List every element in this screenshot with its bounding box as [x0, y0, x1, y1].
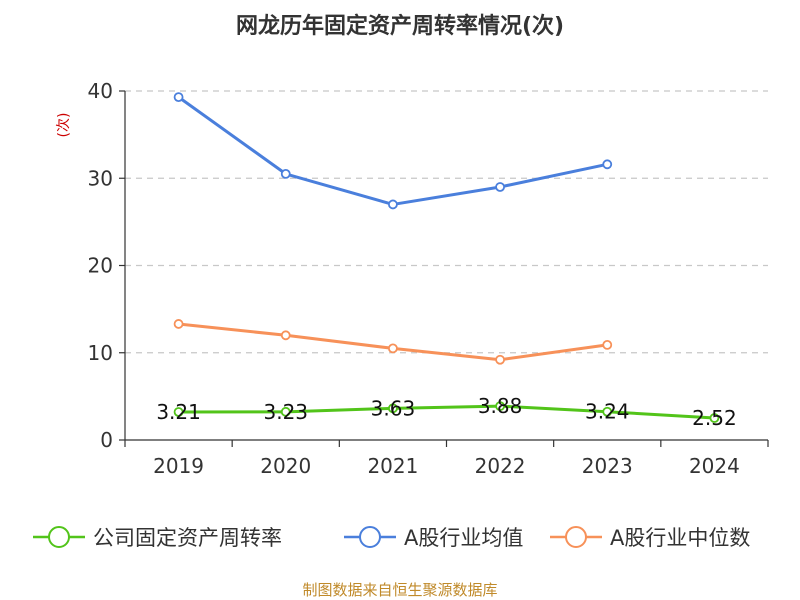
y-axis-unit: (次) [56, 113, 72, 138]
axes: 0 10 20 30 40 2019 2020 2021 2022 2023 2024 [88, 79, 769, 478]
series-2 [173, 319, 613, 365]
data-point-2-2023 [602, 339, 613, 350]
data-point-0-2019 [173, 407, 184, 417]
data-point-0-2022 [495, 401, 505, 412]
y-tick-label-20: 20 [88, 254, 113, 278]
data-label-2023: 3.24 [585, 400, 630, 424]
series-line-1 [177, 95, 608, 206]
data-label-2022: 3.88 [478, 394, 523, 418]
data-point-1-2020 [280, 168, 291, 179]
x-tick-label-2022: 2022 [475, 454, 526, 478]
x-tick-label-2020: 2020 [260, 454, 311, 478]
legend-item-2: A股行业中位数 [550, 526, 750, 550]
y-tick-label-40: 40 [88, 79, 113, 103]
x-tick-label-2019: 2019 [153, 454, 204, 478]
series-1 [173, 92, 613, 210]
source-note: 制图数据来自恒生聚源数据库 [302, 581, 497, 599]
x-tick-label-2023: 2023 [582, 454, 633, 478]
y-tick-label-10: 10 [88, 341, 113, 365]
x-tick-label-2024: 2024 [689, 454, 740, 478]
data-point-0-2021 [388, 403, 398, 414]
data-point-0-2020 [280, 406, 291, 417]
legend-item-0: 公司固定资产周转率 [33, 526, 282, 550]
legend-label-0: 公司固定资产周转率 [93, 526, 282, 550]
series-line-0 [178, 404, 715, 420]
data-label-2024: 2.52 [692, 406, 737, 430]
data-point-1-2022 [495, 182, 505, 192]
data-point-0-2023 [602, 406, 613, 417]
data-point-1-2021 [388, 199, 398, 210]
y-tick-label-30: 30 [88, 166, 113, 190]
data-point-2-2019 [173, 319, 184, 329]
chart-title: 网龙历年固定资产周转率情况(次) [236, 13, 564, 39]
data-point-1-2023 [602, 159, 613, 170]
data-label-2019: 3.21 [156, 400, 201, 424]
legend-marker-2 [565, 526, 587, 548]
series-layer: 3.21 3.23 3.63 3.88 3.24 2.52 [156, 92, 737, 430]
data-label-2020: 3.23 [263, 400, 308, 424]
legend-marker-1 [359, 526, 381, 548]
data-point-0-2024 [709, 413, 720, 423]
legend-item-1: A股行业均值 [344, 526, 523, 550]
data-point-2-2022 [495, 354, 505, 365]
legend-label-2: A股行业中位数 [610, 526, 750, 550]
series-line-2 [178, 322, 608, 362]
legend-label-1: A股行业均值 [404, 526, 523, 550]
data-label-2021: 3.63 [371, 396, 416, 420]
legend: 公司固定资产周转率 A股行业均值 A股行业中位数 [33, 526, 750, 550]
legend-marker-0 [48, 526, 70, 548]
series-0: 3.21 3.23 3.63 3.88 3.24 2.52 [156, 394, 736, 430]
data-point-2-2021 [388, 343, 398, 354]
x-tick-label-2021: 2021 [367, 454, 418, 478]
data-point-2-2020 [280, 330, 291, 341]
y-tick-label-0: 0 [100, 428, 113, 452]
data-point-1-2019 [173, 92, 184, 103]
grid-lines [125, 90, 768, 354]
